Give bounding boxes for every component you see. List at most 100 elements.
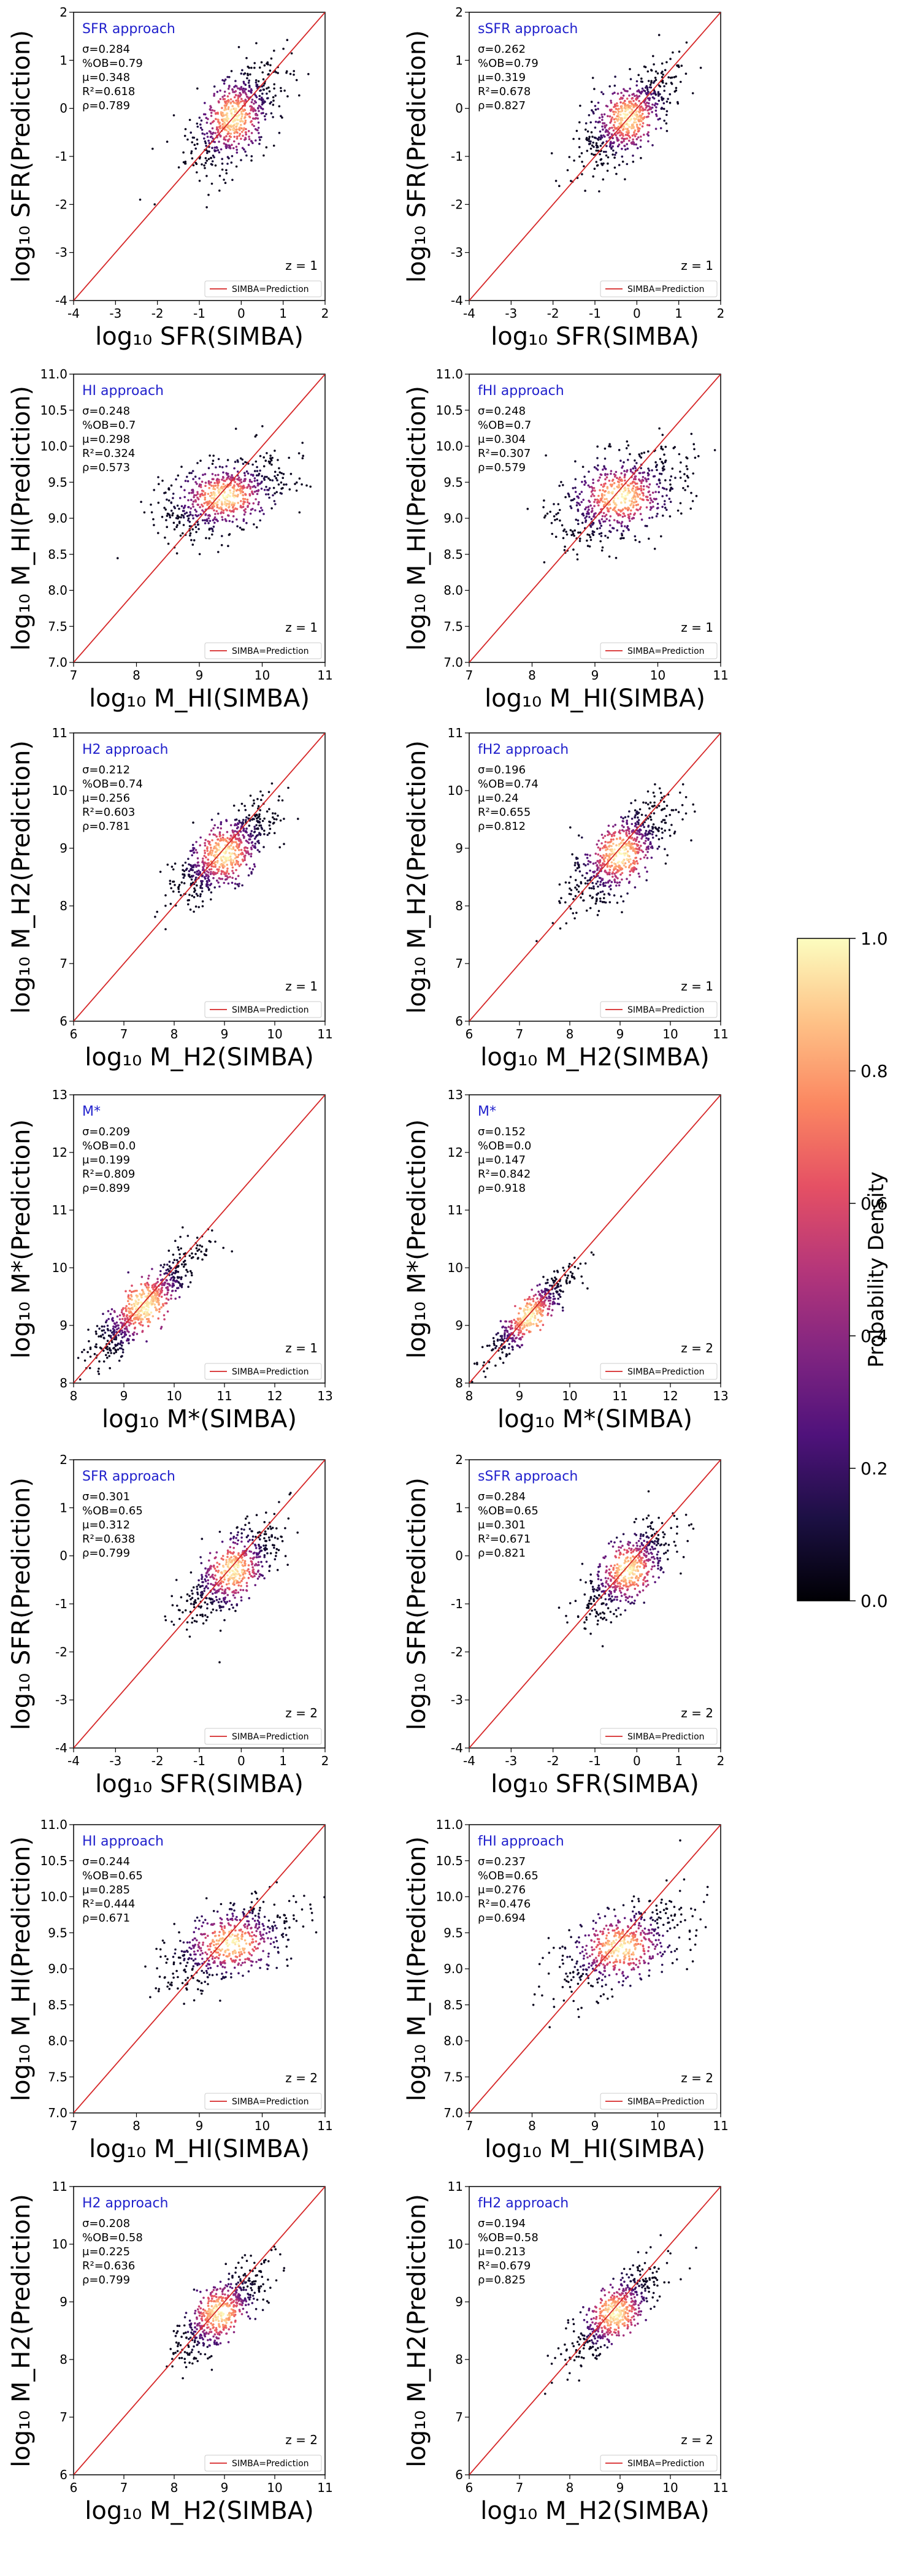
- data-point: [231, 474, 233, 477]
- data-point: [184, 861, 187, 864]
- data-point: [577, 885, 580, 887]
- data-point: [656, 469, 658, 472]
- data-point: [177, 1248, 180, 1251]
- data-point: [627, 444, 630, 447]
- data-point: [534, 1294, 537, 1296]
- data-point: [629, 87, 631, 90]
- data-point: [558, 900, 561, 903]
- legend: SIMBA=Prediction: [204, 1001, 322, 1018]
- legend: SIMBA=Prediction: [204, 642, 322, 659]
- data-point: [272, 99, 275, 102]
- data-point: [213, 488, 217, 491]
- data-point: [273, 500, 276, 502]
- data-point: [656, 103, 659, 105]
- data-point: [587, 863, 589, 865]
- data-point: [184, 1263, 187, 1266]
- y-tick-label: 7: [455, 956, 463, 971]
- data-point: [679, 791, 681, 794]
- data-point: [661, 96, 663, 99]
- data-point: [244, 508, 247, 510]
- data-point: [235, 845, 238, 848]
- data-point: [227, 107, 230, 110]
- data-point: [192, 821, 194, 824]
- data-point: [165, 1297, 168, 1300]
- data-point: [603, 854, 605, 857]
- data-point: [136, 1333, 139, 1335]
- data-point: [608, 136, 611, 139]
- data-point: [249, 487, 252, 490]
- data-point: [618, 845, 621, 847]
- data-point: [141, 1330, 144, 1332]
- data-point: [218, 507, 221, 510]
- data-point: [686, 457, 689, 460]
- data-point: [259, 139, 261, 141]
- y-tick-label: 10.0: [40, 439, 67, 454]
- data-point: [202, 473, 204, 476]
- data-point: [235, 838, 238, 840]
- data-point: [605, 513, 608, 516]
- data-point: [601, 890, 604, 893]
- stat-line: %OB=0.7: [478, 419, 531, 432]
- data-point: [585, 137, 588, 139]
- data-point: [611, 126, 613, 129]
- data-point: [617, 125, 620, 128]
- data-point: [231, 144, 233, 146]
- data-point: [234, 878, 237, 880]
- data-point: [234, 830, 236, 832]
- scatter-points: [117, 425, 312, 559]
- data-point: [239, 830, 242, 833]
- data-point: [603, 465, 605, 467]
- x-tick-label: 11: [317, 668, 332, 683]
- y-tick-label: 2: [59, 5, 67, 20]
- data-point: [591, 77, 594, 79]
- data-point: [634, 489, 637, 491]
- data-point: [607, 536, 609, 539]
- data-point: [238, 477, 240, 479]
- data-point: [234, 863, 237, 866]
- data-point: [215, 112, 217, 115]
- data-point: [172, 880, 175, 883]
- data-point: [208, 868, 211, 871]
- data-point: [107, 1329, 110, 1332]
- data-point: [626, 878, 628, 880]
- data-point: [266, 810, 269, 813]
- data-point: [605, 849, 607, 851]
- x-tick-label: 1: [279, 306, 287, 321]
- data-point: [234, 481, 237, 483]
- data-point: [650, 499, 653, 502]
- data-point: [245, 522, 248, 524]
- data-point: [615, 854, 618, 857]
- data-point: [129, 1308, 131, 1310]
- data-point: [226, 156, 229, 158]
- data-point: [278, 795, 281, 798]
- data-point: [618, 865, 621, 867]
- y-tick-label: 11.0: [40, 367, 67, 381]
- data-point: [629, 470, 632, 473]
- data-point: [586, 545, 589, 547]
- data-point: [121, 1351, 125, 1354]
- data-point: [648, 105, 650, 107]
- data-point: [278, 471, 282, 473]
- data-point: [627, 513, 630, 516]
- data-point: [640, 480, 643, 483]
- y-tick-label: 10.5: [435, 403, 463, 418]
- data-point: [255, 101, 258, 104]
- data-point: [623, 474, 626, 477]
- data-point: [599, 130, 602, 133]
- data-point: [120, 1344, 123, 1347]
- data-point: [251, 98, 254, 101]
- data-point: [198, 553, 201, 556]
- data-point: [635, 843, 638, 846]
- data-point: [653, 63, 655, 66]
- data-point: [643, 133, 645, 136]
- data-point: [253, 62, 256, 64]
- y-tick-label: 8: [59, 1376, 67, 1390]
- data-point: [221, 107, 223, 109]
- data-point: [228, 138, 231, 140]
- data-point: [606, 864, 609, 867]
- data-point: [678, 50, 681, 53]
- data-point: [646, 499, 650, 502]
- data-point: [221, 123, 224, 126]
- data-point: [128, 1331, 130, 1333]
- data-point: [213, 824, 217, 827]
